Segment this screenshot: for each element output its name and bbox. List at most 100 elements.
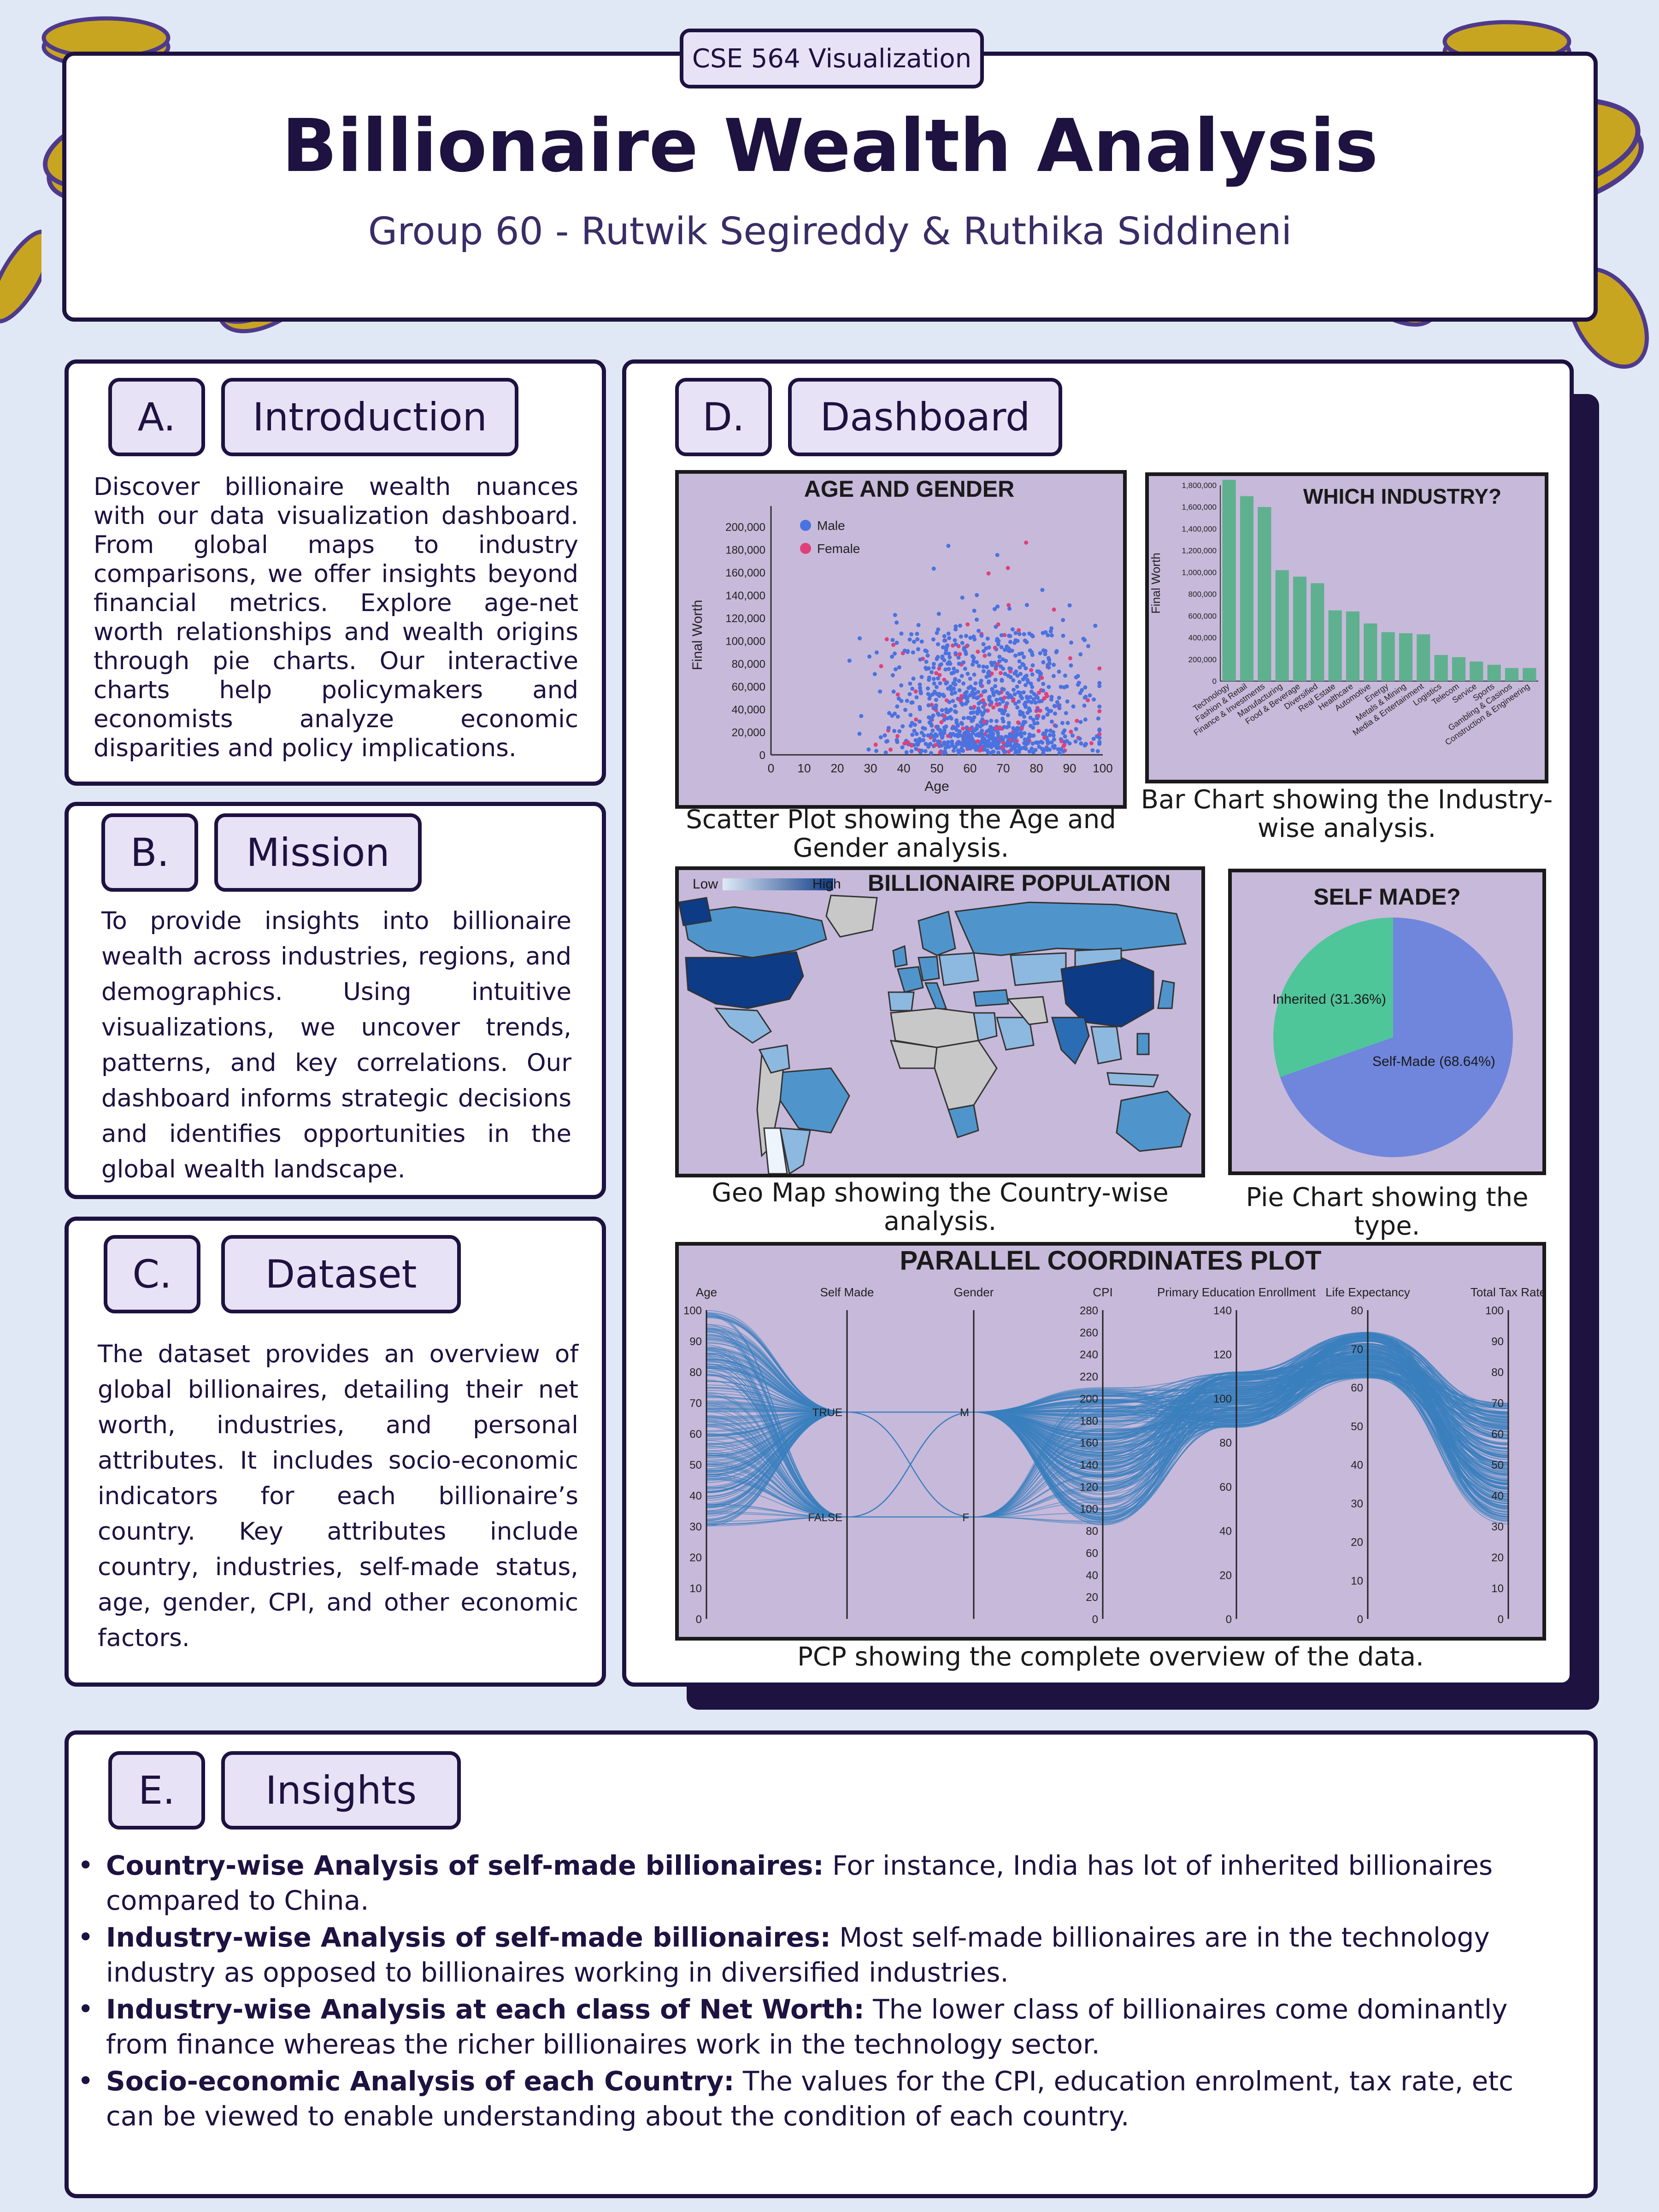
scatter-point-male (928, 694, 932, 698)
scatter-point-male (933, 732, 938, 737)
scatter-point-male (996, 734, 1000, 738)
country-greenland (825, 894, 878, 938)
bar-0 (1222, 480, 1236, 681)
scatter-point-male (999, 633, 1004, 637)
scatter-point-male (953, 690, 957, 695)
scatter-legend-label: Male (817, 518, 845, 533)
pcp-axis-tick: 160 (1080, 1437, 1098, 1449)
scatter-point-male (1052, 663, 1056, 667)
scatter-point-male (916, 623, 921, 627)
scatter-point-male (915, 631, 919, 636)
scatter-point-male (1030, 733, 1034, 738)
bar-8 (1364, 623, 1377, 681)
scatter-point-male (1006, 721, 1011, 725)
scatter-point-male (1079, 741, 1083, 746)
scatter-point-male (913, 738, 918, 742)
scatter-point-male (1013, 638, 1018, 642)
scatter-point-male (930, 728, 935, 733)
dataset-text: The dataset provides an overview of glob… (98, 1340, 578, 1652)
scatter-point-male (957, 688, 962, 693)
scatter-point-male (911, 677, 916, 681)
introduction-text: Discover billionaire wealth nuances with… (94, 473, 578, 762)
scatter-point-male (909, 749, 914, 753)
scatter-point-male (907, 692, 912, 696)
scatter-point-male (1005, 701, 1009, 706)
pcp-chart: PARALLEL COORDINATES PLOT Age 0 10 20 30 40 50 6… (675, 1242, 1546, 1641)
scatter-point-male (983, 708, 988, 713)
scatter-x-tick: 10 (798, 761, 811, 775)
pcp-axis-tick: 20 (1491, 1552, 1504, 1564)
scatter-point-male (953, 704, 958, 708)
scatter-point-male (999, 664, 1003, 669)
bar-15 (1487, 665, 1501, 681)
scatter-point-male (1031, 725, 1035, 730)
scatter-point-male (1013, 631, 1018, 635)
scatter-point-female (942, 714, 947, 718)
scatter-point-male (948, 732, 953, 736)
scatter-point-female (1016, 720, 1020, 725)
scatter-point-male (995, 730, 1000, 735)
scatter-point-female (1029, 668, 1034, 672)
scatter-point-male (978, 724, 983, 729)
scatter-point-male (878, 735, 883, 740)
scatter-point-male (979, 633, 984, 638)
scatter-point-male (1074, 727, 1078, 731)
scatter-point-male (919, 675, 924, 679)
scatter-point-male (894, 641, 899, 645)
scatter-point-male (1083, 741, 1088, 746)
pcp-axis-label: Gender (954, 1285, 994, 1299)
scatter-point-male (924, 665, 928, 670)
pcp-axis-tick: 70 (1351, 1343, 1363, 1356)
scatter-point-female (961, 726, 965, 731)
scatter-point-female (991, 705, 996, 710)
country-india (1051, 1017, 1090, 1065)
scatter-point-male (1041, 648, 1046, 653)
scatter-point-female (958, 652, 962, 656)
scatter-point-male (1021, 663, 1026, 667)
scatter-y-tick: 60,000 (732, 681, 765, 693)
country-iran (1006, 996, 1048, 1025)
scatter-point-male (966, 686, 971, 690)
scatter-point-female (909, 743, 914, 748)
pcp-axis-tick: 240 (1080, 1349, 1098, 1361)
scatter-point-male (918, 691, 923, 695)
scatter-point-female (914, 717, 918, 722)
scatter-point-male (946, 686, 950, 691)
scatter-x-tick: 70 (997, 761, 1010, 775)
insight-text: Most self-made billionaires are in the t… (106, 1922, 1490, 1988)
scatter-point-female (995, 702, 1000, 707)
scatter-point-male (936, 740, 941, 744)
scatter-point-male (1025, 695, 1030, 700)
scatter-point-male (1012, 747, 1017, 751)
scatter-point-male (1023, 720, 1028, 724)
country-mongolia (1074, 947, 1122, 968)
scatter-point-male (897, 729, 902, 734)
scatter-point-male (893, 667, 898, 671)
scatter-point-male (1059, 684, 1063, 689)
pcp-axis-tick: 70 (1491, 1397, 1504, 1410)
country-central-africa (934, 1040, 998, 1111)
scatter-point-male (1000, 737, 1005, 742)
scatter-point-male (908, 724, 913, 728)
scatter-point-male (1040, 588, 1045, 592)
scatter-legend-swatch (800, 520, 811, 531)
scatter-point-male (918, 719, 922, 724)
scatter-point-male (1051, 733, 1056, 738)
scatter-point-male (1014, 733, 1019, 737)
bar-12 (1434, 655, 1448, 681)
scatter-point-male (929, 721, 933, 726)
scatter-point-male (1037, 670, 1042, 674)
scatter-point-male (987, 695, 991, 700)
scatter-point-male (963, 736, 967, 741)
scatter-point-male (1032, 692, 1036, 696)
scatter-points (847, 540, 1102, 755)
scatter-point-male (990, 663, 994, 667)
scatter-point-male (950, 726, 955, 730)
scatter-point-female (1003, 705, 1008, 709)
scatter-point-male (958, 733, 962, 737)
scatter-point-male (936, 712, 941, 717)
scatter-point-male (957, 751, 961, 755)
scatter-point-male (1053, 711, 1057, 716)
scatter-point-male (1093, 624, 1098, 628)
scatter-point-male (945, 661, 950, 666)
